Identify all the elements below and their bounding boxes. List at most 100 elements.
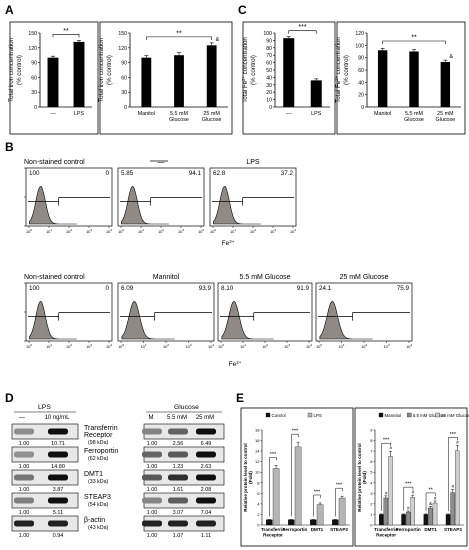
tick-exp: 4 [110,228,112,232]
legend-label: LPS [314,413,322,418]
blot-band [168,474,188,481]
flow-x-tick-label: 101 [138,228,144,234]
tick-exp: 2 [162,228,164,232]
blot-protein-label: STEAP3 [84,494,111,501]
blot-band [196,474,216,481]
tick-base: 10 [118,229,123,234]
blot-protein-label: Ferroportin [84,448,118,455]
tick-exp: 3 [182,228,184,232]
significance-bracket [313,494,321,517]
tick-base: 10 [306,344,311,349]
blot-value: 0.94 [53,533,64,539]
legend-swatch [378,412,384,418]
bar [316,504,324,526]
flow-x-tick-label: 104 [306,343,312,349]
flow-axis-label-sup: 2+ [236,360,242,365]
x-tick-label: 25 mM [203,111,220,117]
tick-exp: 3 [274,228,276,232]
tick-exp: 0 [30,228,32,232]
tick-exp: 1 [343,343,345,347]
gate-right-percent: 91.9 [297,285,310,292]
significance-label: ** [411,35,417,42]
gate-right-percent: 0 [105,170,109,177]
significance-label: ** [63,28,69,35]
tick-exp: 1 [142,228,144,232]
tick-exp: 4 [294,228,296,232]
tick-exp: 2 [254,228,256,232]
significance-bracket [335,487,343,517]
y-axis-label: Total Fe2+ concentration [334,37,343,103]
blot-value: 1.00 [19,441,30,447]
flow-x-tick-label: 100 [118,343,124,349]
tick-exp: 3 [90,228,92,232]
flow-x-tick-label: 100 [26,228,32,234]
blot-kda-label: (62 kDa) [88,456,109,462]
bar [294,446,302,526]
chart-frame [99,21,233,135]
legend-label: 5.5 mM Glucose [413,413,446,418]
panel-label-b: B [5,140,14,154]
x-tick-label: Glucose [404,117,424,123]
tick-base: 10 [26,229,31,234]
tick-exp: 2 [167,343,169,347]
blot-value: 1.23 [173,464,184,470]
gate-left-percent: 62.8 [213,170,226,177]
gate-right-percent: 94.1 [189,170,202,177]
y-tick-label: 60 [266,61,272,67]
y-tick-label: 16 [255,438,260,443]
significance-label: *** [336,483,343,489]
tick-base: 10 [118,344,123,349]
blot-band [196,428,216,435]
tick-exp: 3 [90,343,92,347]
y-tick-label: 120 [355,31,364,37]
x-tick-label: DMT1 [311,527,324,532]
blot-membrane [11,492,79,509]
flow-x-tick-label: 101 [46,228,52,234]
tick-exp: 0 [214,228,216,232]
blot-value: 6.49 [201,441,212,447]
chart-E1: 0 2 4 6 8 10 12 14 16 18 Relative protein level to… [240,407,354,547]
y-tick-label: 10 [266,98,272,104]
y-tick-label: 60 [358,68,364,74]
tick-base: 10 [240,344,245,349]
blot-band [168,520,188,527]
blot-membrane [11,446,79,463]
flow-header: 5.5 mM Glucose [240,274,291,281]
blot-value: 14.80 [51,464,65,470]
y-tick-label: 6 [370,459,373,464]
legend-swatch [407,412,412,418]
blot-left [11,423,79,440]
tick-base: 10 [140,344,145,349]
blot-band [14,497,34,504]
y-tick-label: 120 [28,46,37,52]
x-tick-label: Manitol [374,111,391,117]
legend-swatch [307,412,313,418]
y-axis-label-part: concentration [335,37,342,76]
flow-x-tick-label: 102 [361,343,367,349]
flow-histogram [221,300,274,340]
tick-exp: 0 [30,343,32,347]
bar [288,519,295,526]
y-tick-label: 30 [121,90,127,96]
x-tick-label: Transferrin [261,527,285,532]
flow-header: — [158,159,165,166]
flow-x-tick-label: 104 [208,343,214,349]
flow-histogram [121,300,175,340]
blot-right [142,492,225,509]
flow-x-tick-label: 104 [198,228,204,234]
flow-axis-label: Fe2+ [222,239,235,248]
significance-bracket [146,36,212,40]
flow-x-tick-label: 101 [46,343,52,349]
blot-value: 2.56 [173,441,184,447]
blot-band [196,497,216,504]
tick-base: 10 [158,229,163,234]
significance-label: *** [405,482,412,488]
x-tick-label: — [286,111,292,117]
bar [332,519,339,526]
blot-lane-label: M [149,415,154,421]
significance-label: *** [450,432,457,438]
